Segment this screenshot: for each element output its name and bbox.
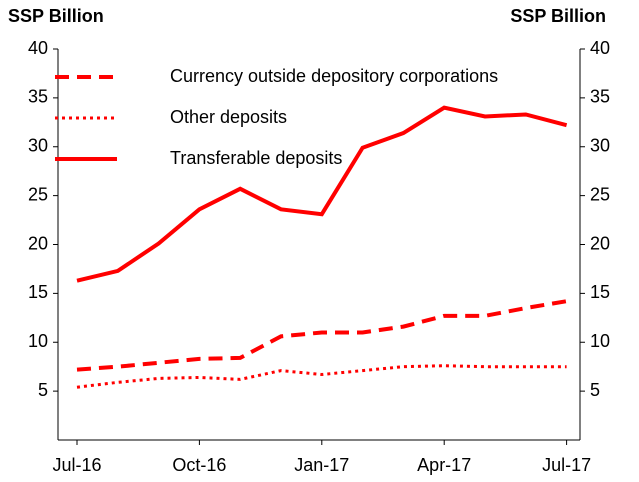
y2-tick-label: 40 xyxy=(590,38,610,58)
x-tick-label: Jan-17 xyxy=(294,455,349,475)
y-tick-label: 20 xyxy=(28,233,48,253)
y2-tick-label: 30 xyxy=(590,136,610,156)
y2-tick-label: 35 xyxy=(590,87,610,107)
x-tick-label: Jul-17 xyxy=(542,455,591,475)
y-tick-label: 35 xyxy=(28,87,48,107)
y2-axis-label: SSP Billion xyxy=(510,6,606,26)
series-line xyxy=(76,364,567,389)
y-tick-label: 40 xyxy=(28,38,48,58)
x-tick-label: Jul-16 xyxy=(52,455,101,475)
y-tick-label: 25 xyxy=(28,184,48,204)
y2-tick-label: 15 xyxy=(590,282,610,302)
x-tick-label: Oct-16 xyxy=(172,455,226,475)
y-axis-label: SSP Billion xyxy=(8,6,104,26)
y-tick-label: 10 xyxy=(28,331,48,351)
y-tick-label: 5 xyxy=(38,380,48,400)
legend-label: Other deposits xyxy=(170,107,287,127)
y2-tick-label: 5 xyxy=(590,380,600,400)
y2-tick-label: 10 xyxy=(590,331,610,351)
legend-label: Transferable deposits xyxy=(170,148,342,168)
x-tick-label: Apr-17 xyxy=(417,455,471,475)
y2-tick-label: 25 xyxy=(590,184,610,204)
y-tick-label: 15 xyxy=(28,282,48,302)
legend-label: Currency outside depository corporations xyxy=(170,66,498,86)
series-line xyxy=(76,105,568,283)
series-line xyxy=(76,299,567,372)
y-tick-label: 30 xyxy=(28,136,48,156)
y2-tick-label: 20 xyxy=(590,233,610,253)
